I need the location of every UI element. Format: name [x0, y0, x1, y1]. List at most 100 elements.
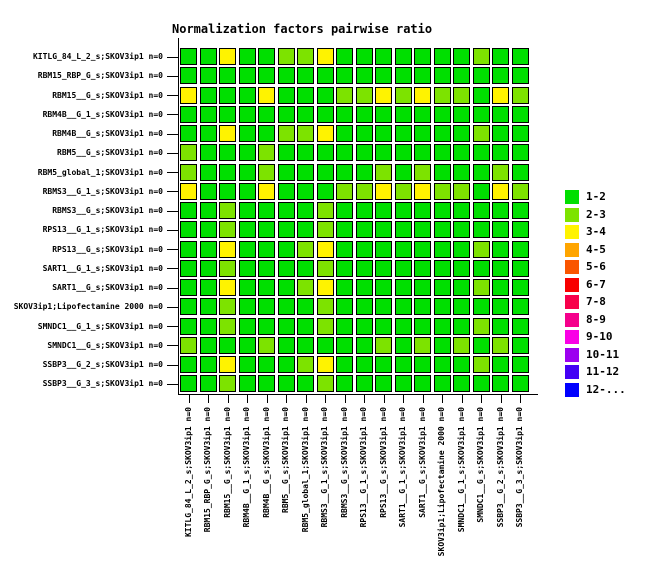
x-axis-label: SART1__G_s;SKOV3ip1 n=0	[417, 407, 427, 518]
heatmap-cell	[492, 221, 509, 239]
heatmap-cell	[492, 240, 509, 258]
heatmap-cell	[297, 375, 314, 393]
heatmap-cell	[453, 125, 470, 142]
legend-label: 5-6	[586, 260, 606, 273]
heatmap-cell	[414, 67, 431, 85]
x-axis-tick	[266, 394, 268, 403]
heatmap-cell	[414, 221, 431, 239]
heatmap-cell	[336, 336, 353, 354]
heatmap-cell	[277, 67, 295, 85]
y-axis-tick	[167, 383, 178, 385]
heatmap-cell	[238, 317, 256, 335]
x-axis-line	[178, 394, 538, 395]
heatmap-cell	[297, 317, 314, 335]
legend-label: 11-12	[586, 365, 620, 378]
y-axis-tick	[167, 114, 178, 116]
heatmap-cell	[238, 221, 256, 239]
heatmap-cell	[492, 298, 509, 316]
heatmap-cell	[199, 356, 217, 373]
heatmap-cell	[492, 375, 509, 393]
y-axis-label: RBMS3__G_s;SKOV3ip1 n=0	[52, 206, 163, 215]
heatmap-cell	[297, 240, 314, 258]
heatmap-cell	[453, 240, 470, 258]
heatmap-cell	[199, 86, 217, 104]
heatmap-cell	[297, 336, 314, 354]
heatmap-cell	[277, 202, 295, 219]
y-axis-tick	[167, 75, 178, 77]
heatmap-cell	[316, 240, 334, 258]
legend-swatch	[565, 330, 579, 344]
heatmap-cell	[472, 240, 490, 258]
heatmap-cell	[336, 317, 353, 335]
heatmap-cell	[394, 375, 412, 393]
heatmap-cell	[433, 221, 451, 239]
heatmap-cell	[394, 240, 412, 258]
heatmap-cell	[336, 356, 353, 373]
x-axis-label: RBM15__G_s;SKOV3ip1 n=0	[222, 407, 232, 518]
y-axis-label: SMNDC1__G_1_s;SKOV3ip1 n=0	[37, 321, 163, 331]
y-axis-tick	[167, 345, 178, 347]
heatmap-cell	[355, 356, 373, 373]
heatmap-cell	[277, 48, 295, 65]
heatmap-cell	[316, 375, 334, 393]
heatmap-cell	[219, 125, 236, 142]
heatmap-cell	[199, 317, 217, 335]
heatmap-cell	[336, 163, 353, 181]
heatmap-cell	[277, 221, 295, 239]
heatmap-cell	[219, 48, 236, 65]
legend-label: 1-2	[586, 190, 606, 203]
heatmap-cell	[355, 163, 373, 181]
heatmap-cell	[238, 67, 256, 85]
heatmap-cell	[219, 375, 236, 393]
y-axis-label: KITLG_84_L_2_s;SKOV3ip1 n=0	[32, 52, 163, 61]
heatmap-cell	[277, 375, 295, 393]
heatmap-cell	[394, 163, 412, 181]
heatmap-cell	[258, 67, 275, 85]
heatmap-cell	[258, 317, 275, 335]
heatmap-cell	[375, 48, 392, 65]
heatmap-cell	[277, 259, 295, 277]
heatmap-cell	[258, 182, 275, 200]
x-axis-tick	[403, 394, 404, 403]
y-axis-tick	[167, 268, 178, 270]
heatmap-cell	[433, 67, 451, 85]
heatmap-cell	[492, 125, 509, 142]
heatmap-cell	[453, 163, 470, 181]
heatmap-cell	[277, 279, 295, 296]
heatmap-cell	[180, 163, 197, 181]
y-axis-label: RBM15_RBP_G_s;SKOV3ip1 n=0	[37, 71, 163, 81]
heatmap-cell	[219, 105, 236, 123]
heatmap-cell	[375, 298, 392, 316]
heatmap-cell	[258, 48, 275, 65]
heatmap-cell	[433, 48, 451, 65]
heatmap-cell	[492, 67, 509, 85]
x-axis-label: KITLG_84_L_2_s;SKOV3ip1 n=0	[183, 407, 193, 538]
heatmap-cell	[297, 202, 314, 219]
heatmap-cell	[316, 163, 334, 181]
heatmap-cell	[316, 67, 334, 85]
heatmap-cell	[511, 279, 529, 296]
heatmap-cell	[511, 336, 529, 354]
heatmap-cell	[180, 356, 197, 373]
y-axis-tick	[167, 210, 178, 212]
heatmap-cell	[433, 182, 451, 200]
y-axis-tick	[167, 249, 178, 250]
heatmap-cell	[433, 259, 451, 277]
heatmap-cell	[316, 182, 334, 200]
heatmap-cell	[492, 48, 509, 65]
heatmap-cell	[316, 336, 334, 354]
y-axis-tick	[167, 95, 178, 96]
heatmap-cell	[511, 48, 529, 65]
heatmap-cell	[219, 86, 236, 104]
heatmap-cell	[258, 163, 275, 181]
heatmap-cell	[238, 182, 256, 200]
heatmap-cell	[394, 336, 412, 354]
legend-label: 4-5	[586, 242, 606, 256]
heatmap-cell	[511, 202, 529, 219]
heatmap-cell	[433, 163, 451, 181]
heatmap-cell	[180, 67, 197, 85]
heatmap-cell	[238, 86, 256, 104]
y-axis-tick	[167, 364, 178, 366]
heatmap-cell	[180, 298, 197, 316]
heatmap-cell	[258, 356, 275, 373]
